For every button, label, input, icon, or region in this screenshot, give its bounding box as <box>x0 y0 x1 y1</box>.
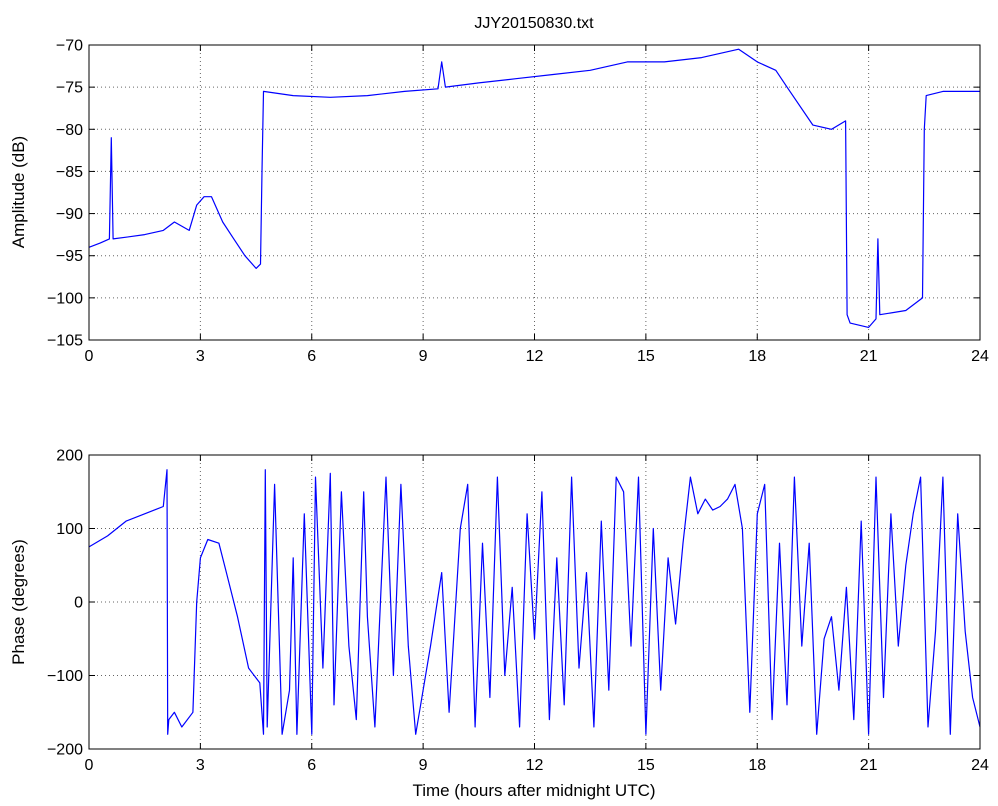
phase-x-tick-label-8: 24 <box>971 757 989 774</box>
amplitude-chart-title: JJY20150830.txt <box>474 15 594 32</box>
amplitude-x-tick-label-2: 6 <box>307 348 316 365</box>
amplitude-panel: 0 3 6 9 12 15 18 21 24 −105 −100 −95 −90 −85 −80 −75 −70… <box>9 15 989 365</box>
phase-y-tick-label-3: 100 <box>56 521 83 538</box>
amplitude-x-tick-label-7: 21 <box>860 348 878 365</box>
amplitude-x-tick-label-3: 9 <box>419 348 428 365</box>
amplitude-y-tick-label-1: −100 <box>47 290 83 307</box>
amplitude-series-line-0 <box>88 48 980 328</box>
amplitude-x-tick-label-5: 15 <box>637 348 655 365</box>
amplitude-y-tick-label-6: −75 <box>56 80 83 97</box>
amplitude-x-tick-label-1: 3 <box>196 348 205 365</box>
phase-x-tick-label-5: 15 <box>637 757 655 774</box>
amplitude-y-tick-label-5: −80 <box>56 122 83 139</box>
phase-x-axis-label: Time (hours after midnight UTC) <box>412 781 655 800</box>
amplitude-x-tick-label-8: 24 <box>971 348 989 365</box>
phase-x-tick-label-3: 9 <box>419 757 428 774</box>
amplitude-x-tick-label-4: 12 <box>526 348 544 365</box>
phase-y-tick-label-0: −200 <box>47 742 83 759</box>
phase-y-axis-label: Phase (degrees) <box>9 539 28 665</box>
phase-x-tick-label-0: 0 <box>85 757 94 774</box>
amplitude-y-axis-label: Amplitude (dB) <box>9 136 28 248</box>
amplitude-y-tick-label-7: −70 <box>56 38 83 55</box>
phase-x-tick-label-6: 18 <box>748 757 766 774</box>
phase-x-tick-label-1: 3 <box>196 757 205 774</box>
amplitude-x-tick-label-6: 18 <box>748 348 766 365</box>
amplitude-y-tick-label-4: −85 <box>56 164 83 181</box>
amplitude-y-tick-label-2: −95 <box>56 248 83 265</box>
amplitude-x-tick-label-0: 0 <box>85 348 94 365</box>
phase-panel: 0 3 6 9 12 15 18 21 24 −200 −100 0 100 200 Time (hours… <box>9 448 989 801</box>
phase-y-tick-label-1: −100 <box>47 668 83 685</box>
phase-x-tick-label-4: 12 <box>526 757 544 774</box>
phase-x-tick-label-7: 21 <box>860 757 878 774</box>
phase-y-tick-label-4: 200 <box>56 448 83 465</box>
phase-x-tick-label-2: 6 <box>307 757 316 774</box>
amplitude-y-tick-label-3: −90 <box>56 206 83 223</box>
amplitude-plot-background <box>89 45 980 340</box>
phase-series-line-0 <box>88 469 981 735</box>
phase-y-tick-label-2: 0 <box>74 595 83 612</box>
amplitude-grid <box>89 45 980 340</box>
phase-grid <box>89 455 980 749</box>
amplitude-y-tick-label-0: −105 <box>47 333 83 350</box>
